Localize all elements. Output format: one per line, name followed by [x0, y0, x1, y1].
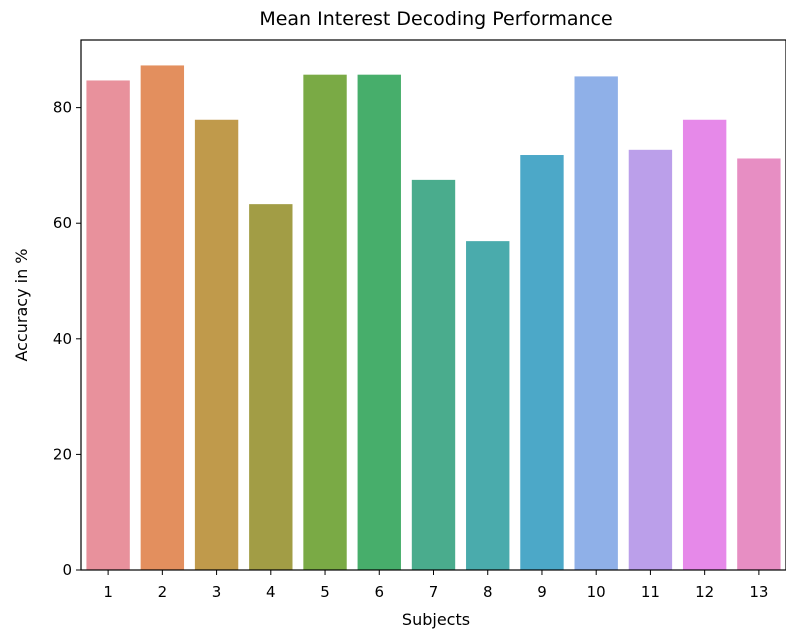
plot-frame: [80, 39, 786, 571]
x-axis: 1 2 3 4 5 6 7 8 9 10 11 12 13: [103, 570, 768, 601]
y-tick-label: 20: [53, 445, 72, 463]
x-tick-label: 5: [320, 583, 330, 601]
bar-subject-11: [628, 149, 673, 570]
y-tick-label: 0: [62, 561, 72, 579]
bar-subject-6: [357, 74, 401, 571]
bar-subject-2: [140, 65, 185, 570]
x-tick-label: 9: [537, 583, 547, 601]
x-tick-label: 11: [641, 583, 660, 601]
x-tick-label: 8: [483, 583, 493, 601]
x-tick-label: 1: [103, 583, 113, 601]
bar-subject-9: [520, 155, 564, 570]
bar-subject-5: [303, 74, 347, 571]
bar-subject-10: [574, 76, 618, 570]
bar-subject-8: [466, 241, 510, 570]
chart-title: Mean Interest Decoding Performance: [259, 8, 612, 30]
y-axis: 0 20 40 60 80: [53, 99, 81, 579]
x-tick-label: 7: [429, 583, 439, 601]
bars-group: [86, 65, 781, 571]
x-tick-label: 12: [695, 583, 714, 601]
x-tick-label: 13: [749, 583, 768, 601]
x-tick-label: 6: [374, 583, 384, 601]
y-tick-label: 40: [53, 330, 72, 348]
y-tick-label: 80: [53, 99, 72, 117]
bar-subject-13: [737, 158, 781, 570]
y-axis-label: Accuracy in %: [12, 248, 31, 361]
bar-subject-7: [411, 179, 456, 570]
x-axis-label: Subjects: [402, 610, 470, 629]
bar-subject-1: [86, 80, 130, 571]
x-tick-label: 4: [266, 583, 276, 601]
x-tick-label: 2: [158, 583, 168, 601]
x-tick-label: 10: [587, 583, 606, 601]
bar-subject-12: [682, 119, 727, 571]
bar-subject-3: [194, 119, 239, 571]
y-tick-label: 60: [53, 214, 72, 232]
x-tick-label: 3: [212, 583, 222, 601]
bar-subject-4: [249, 204, 293, 570]
